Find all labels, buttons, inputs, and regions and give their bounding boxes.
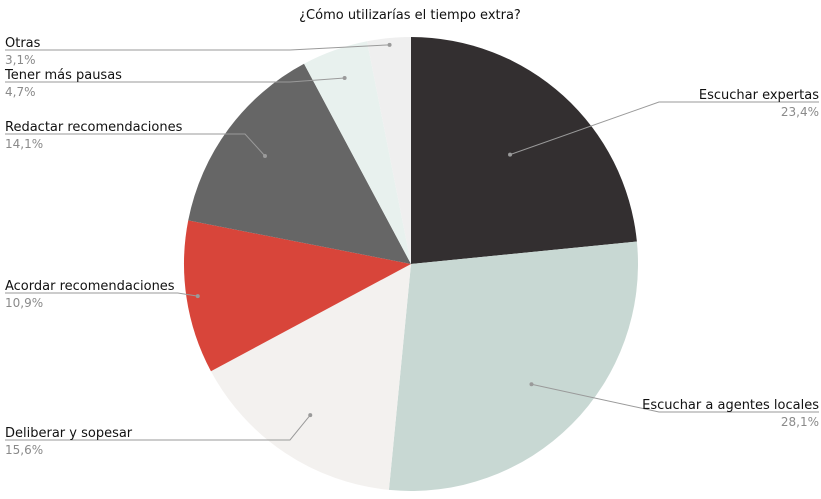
value-label-escuchar-expertas: 23,4% [781, 105, 819, 119]
leader-dot-redactar-recomendaciones [262, 154, 267, 159]
value-label-escuchar-a-agentes-locales: 28,1% [781, 415, 819, 429]
leader-dot-escuchar-a-agentes-locales [529, 382, 534, 387]
leader-dot-tener-mas-pausas [342, 75, 347, 80]
leader-line-acordar-recomendaciones [5, 292, 198, 297]
leader-line-escuchar-a-agentes-locales [531, 383, 819, 413]
label-otras: Otras [5, 36, 41, 51]
value-label-otras: 3,1% [5, 53, 36, 67]
value-label-deliberar-y-sopesar: 15,6% [5, 443, 43, 457]
leader-dot-escuchar-expertas [508, 152, 513, 157]
pie-labels: Escuchar expertas 23,4% Escuchar a agentes… [4, 36, 819, 457]
leader-dot-deliberar-y-sopesar [308, 413, 313, 418]
slice-redactar-recomendaciones [188, 63, 411, 264]
leader-line-deliberar-y-sopesar [5, 414, 311, 441]
leader-line-tener-mas-pausas [5, 77, 345, 83]
value-label-acordar-recomendaciones: 10,9% [5, 296, 43, 310]
slice-escuchar-a-agentes-locales [388, 241, 638, 491]
label-escuchar-a-agentes-locales: Escuchar a agentes locales [642, 398, 819, 413]
leader-dot-otras [387, 42, 392, 47]
label-deliberar-y-sopesar: Deliberar y sopesar [5, 426, 133, 441]
leader-dot-acordar-recomendaciones [195, 294, 200, 299]
slice-tener-mas-pausas [304, 41, 411, 264]
value-label-tener-mas-pausas: 4,7% [5, 85, 36, 99]
label-escuchar-expertas: Escuchar expertas [699, 88, 819, 103]
leader-line-escuchar-expertas [509, 101, 819, 156]
label-tener-mas-pausas: Tener más pausas [4, 68, 122, 83]
slice-escuchar-expertas [411, 37, 637, 264]
slice-otras [367, 37, 411, 264]
leader-line-redactar-recomendaciones [5, 133, 266, 157]
leader-line-otras [5, 44, 390, 51]
slice-deliberar-y-sopesar [210, 264, 411, 490]
pie-slices [183, 37, 638, 491]
chart-title: ¿Cómo utilizarías el tiempo extra? [299, 8, 521, 23]
slice-acordar-recomendaciones [183, 220, 411, 372]
value-label-redactar-recomendaciones: 14,1% [5, 137, 43, 151]
label-redactar-recomendaciones: Redactar recomendaciones [5, 120, 183, 135]
label-acordar-recomendaciones: Acordar recomendaciones [5, 279, 175, 294]
